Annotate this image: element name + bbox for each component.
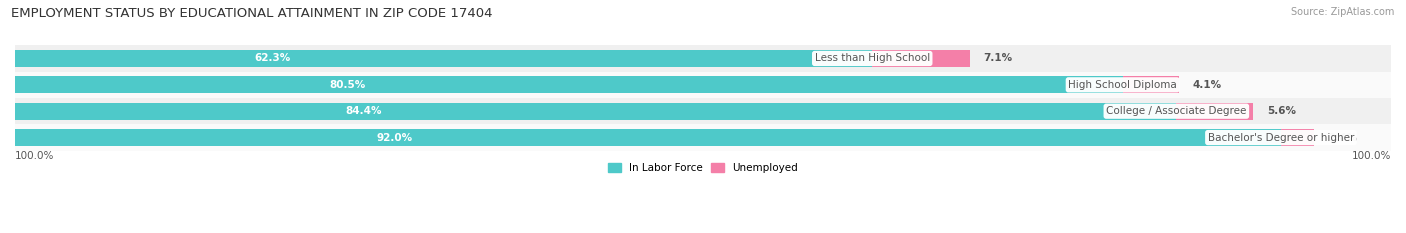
Text: 84.4%: 84.4%: [344, 106, 381, 116]
Text: Source: ZipAtlas.com: Source: ZipAtlas.com: [1291, 7, 1395, 17]
Bar: [872, 50, 970, 67]
Bar: [1122, 76, 1180, 93]
Text: High School Diploma: High School Diploma: [1069, 80, 1177, 90]
Text: Less than High School: Less than High School: [814, 53, 929, 63]
Bar: [1281, 129, 1315, 146]
Bar: [1177, 103, 1253, 120]
Text: 100.0%: 100.0%: [1351, 151, 1391, 161]
Bar: [15, 124, 1391, 151]
Bar: [15, 98, 1391, 124]
Bar: [15, 72, 1391, 98]
Bar: [15, 50, 872, 67]
Text: 100.0%: 100.0%: [15, 151, 55, 161]
Text: College / Associate Degree: College / Associate Degree: [1107, 106, 1247, 116]
Text: 92.0%: 92.0%: [377, 133, 413, 143]
Text: 5.6%: 5.6%: [1267, 106, 1296, 116]
Bar: [15, 45, 1391, 72]
Text: 80.5%: 80.5%: [329, 80, 366, 90]
Text: 62.3%: 62.3%: [254, 53, 290, 63]
Text: EMPLOYMENT STATUS BY EDUCATIONAL ATTAINMENT IN ZIP CODE 17404: EMPLOYMENT STATUS BY EDUCATIONAL ATTAINM…: [11, 7, 492, 20]
Text: Bachelor's Degree or higher: Bachelor's Degree or higher: [1208, 133, 1354, 143]
Text: 2.4%: 2.4%: [1327, 133, 1357, 143]
Legend: In Labor Force, Unemployed: In Labor Force, Unemployed: [605, 159, 801, 177]
Text: 7.1%: 7.1%: [984, 53, 1012, 63]
Text: 4.1%: 4.1%: [1192, 80, 1222, 90]
Bar: [15, 129, 1281, 146]
Bar: [15, 76, 1122, 93]
Bar: [15, 103, 1177, 120]
